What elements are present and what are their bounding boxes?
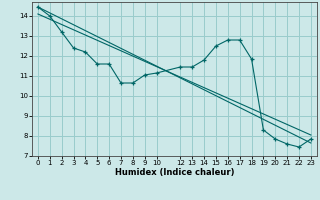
X-axis label: Humidex (Indice chaleur): Humidex (Indice chaleur): [115, 168, 234, 177]
